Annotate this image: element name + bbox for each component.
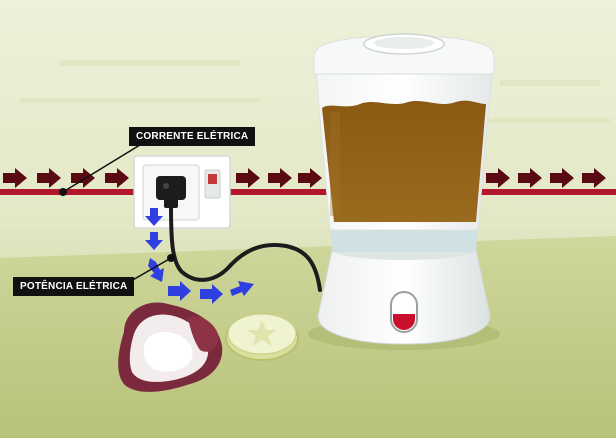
- blender-liquid: [322, 100, 486, 222]
- power-arrows: [145, 208, 254, 304]
- electrical-wire: [0, 189, 616, 195]
- power-arrow-icon: [168, 281, 191, 301]
- wall-texture: [20, 60, 610, 123]
- current-arrow-icon: [550, 168, 574, 188]
- current-arrow-icon: [268, 168, 292, 188]
- power-cord: [169, 204, 322, 292]
- current-callout-dot: [59, 188, 67, 196]
- current-arrow-icon: [298, 168, 322, 188]
- power-plug-icon: [156, 176, 186, 208]
- power-arrow-icon: [148, 258, 164, 282]
- current-arrow-icon: [3, 168, 27, 188]
- mango-icon: [118, 302, 223, 392]
- current-arrow-icon: [37, 168, 61, 188]
- power-arrow-icon: [145, 232, 163, 250]
- current-label: CORRENTE ELÉTRICA: [129, 127, 256, 146]
- blender-icon: [308, 33, 500, 350]
- power-arrow-icon: [200, 284, 223, 304]
- power-arrow-icon: [145, 208, 163, 226]
- power-label: POTÊNCIA ELÉTRICA: [13, 277, 135, 296]
- current-arrow-icon: [518, 168, 542, 188]
- table-surface: [0, 236, 616, 438]
- current-arrow-icon: [236, 168, 260, 188]
- power-arrow-icon: [230, 281, 254, 296]
- current-arrows: [3, 168, 606, 188]
- current-arrow-icon: [486, 168, 510, 188]
- current-callout-line: [62, 139, 149, 193]
- current-arrow-icon: [105, 168, 129, 188]
- current-arrow-icon: [582, 168, 606, 188]
- kiwi-slice-icon: [225, 313, 299, 361]
